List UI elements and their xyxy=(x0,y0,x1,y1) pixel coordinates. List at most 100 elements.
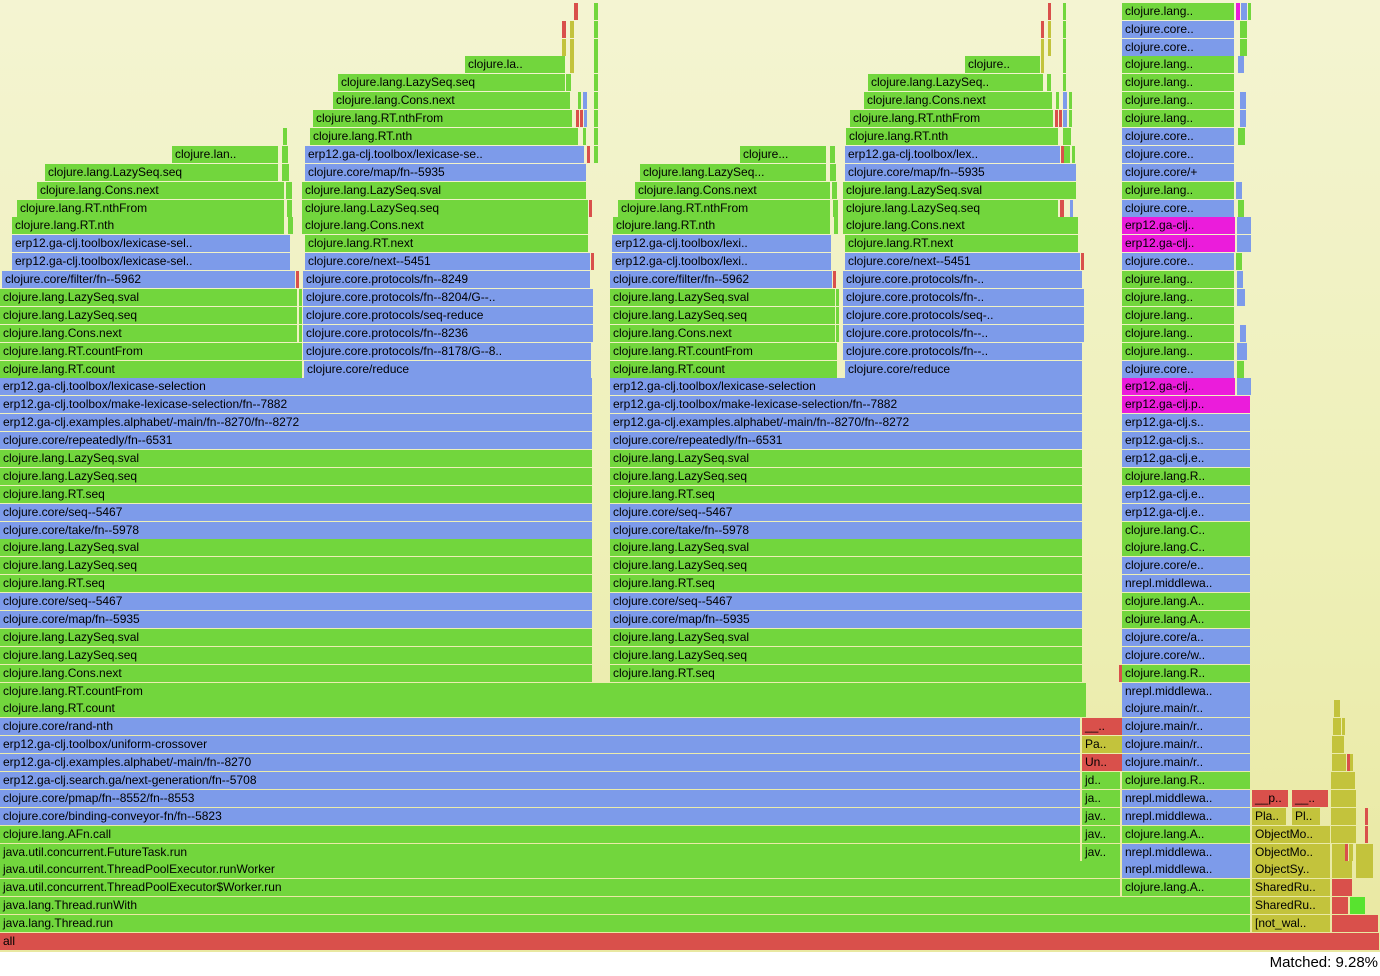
flame-frame[interactable]: erp12.ga-clj.toolbox/lex.. xyxy=(845,146,1060,163)
flame-frame[interactable] xyxy=(1063,21,1066,38)
flame-frame[interactable]: clojure.core.. xyxy=(1122,200,1234,217)
flame-frame[interactable] xyxy=(591,253,594,270)
flame-frame[interactable]: clojure.lang.RT.seq xyxy=(0,486,592,503)
flame-frame[interactable] xyxy=(836,289,839,306)
flame-frame[interactable] xyxy=(1365,826,1368,843)
flame-frame[interactable]: nrepl.middlewa.. xyxy=(1122,790,1250,807)
flame-frame[interactable]: clojure.lang.A.. xyxy=(1122,593,1250,610)
flame-frame[interactable] xyxy=(830,146,835,163)
flame-frame[interactable] xyxy=(1240,92,1246,109)
flame-frame[interactable]: clojure.lang.LazySeq.seq xyxy=(0,647,592,664)
flame-frame[interactable]: erp12.ga-clj.s.. xyxy=(1122,432,1250,449)
flame-frame[interactable]: clojure.lang.RT.count xyxy=(0,700,1086,717)
flame-frame[interactable]: clojure.core/repeatedly/fn--6531 xyxy=(610,432,1082,449)
flame-frame[interactable] xyxy=(1331,790,1356,807)
flame-frame[interactable]: clojure.lan.. xyxy=(172,146,278,163)
flame-frame[interactable] xyxy=(1356,861,1373,878)
flame-frame[interactable]: clojure.core/filter/fn--5962 xyxy=(2,271,295,288)
flame-frame[interactable] xyxy=(282,164,289,181)
flame-frame[interactable] xyxy=(1236,182,1242,199)
flame-frame[interactable] xyxy=(1337,700,1340,717)
flame-frame[interactable]: clojure.lang.LazySeq.sval xyxy=(610,450,1082,467)
flame-frame[interactable]: nrepl.middlewa.. xyxy=(1122,844,1250,861)
flame-frame[interactable]: erp12.ga-clj.toolbox/make-lexicase-selec… xyxy=(0,396,592,413)
flame-frame[interactable]: Pa.. xyxy=(1082,736,1120,753)
flame-frame[interactable] xyxy=(578,92,581,109)
flame-frame[interactable]: erp12.ga-clj.toolbox/lexi.. xyxy=(612,253,831,270)
flame-frame[interactable]: clojure.lang.RT.next xyxy=(845,235,1078,252)
flame-frame[interactable] xyxy=(570,56,574,73)
flame-frame[interactable] xyxy=(1332,879,1352,896)
flame-frame[interactable]: erp12.ga-clj.search.ga/next-generation/f… xyxy=(0,772,1080,789)
flame-frame[interactable]: jav.. xyxy=(1082,808,1120,825)
flame-frame[interactable]: clojure.lang.LazySeq... xyxy=(640,164,826,181)
flame-frame[interactable]: SharedRu.. xyxy=(1252,879,1330,896)
flame-frame[interactable]: erp12.ga-clj.examples.alphabet/-main/fn-… xyxy=(0,414,592,431)
flame-frame[interactable] xyxy=(583,128,586,145)
flame-frame[interactable]: clojure.main/r.. xyxy=(1122,718,1250,735)
flame-frame[interactable]: erp12.ga-clj.toolbox/lexicase-sel.. xyxy=(12,253,290,270)
flame-frame[interactable] xyxy=(1237,289,1245,306)
flame-frame[interactable]: clojure.lang.Cons.next xyxy=(610,325,835,342)
flame-frame[interactable] xyxy=(587,146,590,163)
flame-frame[interactable] xyxy=(1241,3,1247,20)
flame-frame[interactable]: clojure.. xyxy=(965,56,1040,73)
flame-frame[interactable] xyxy=(584,110,587,127)
flame-frame[interactable] xyxy=(1332,915,1378,932)
flame-frame[interactable]: clojure.lang.RT.count xyxy=(610,361,837,378)
flame-frame[interactable]: java.lang.Thread.run xyxy=(0,915,1250,932)
flame-frame[interactable] xyxy=(1237,361,1244,378)
flame-frame[interactable]: clojure.lang.. xyxy=(1122,56,1234,73)
flame-frame[interactable]: clojure.core/rand-nth xyxy=(0,718,1080,735)
flame-frame[interactable]: clojure.lang.LazySeq.seq xyxy=(0,307,297,324)
flame-frame[interactable] xyxy=(299,325,302,342)
flame-frame[interactable]: clojure.lang.R.. xyxy=(1122,468,1250,485)
flame-frame[interactable]: clojure.core.protocols/fn--8178/G--8.. xyxy=(303,343,591,360)
flame-frame[interactable]: clojure.lang.LazySeq.sval xyxy=(610,629,1082,646)
flame-frame[interactable]: clojure.core/w.. xyxy=(1122,647,1250,664)
flame-frame[interactable]: clojure.core.. xyxy=(1122,361,1234,378)
flame-frame[interactable]: clojure.core.. xyxy=(1122,21,1234,38)
flame-frame[interactable] xyxy=(1081,253,1084,270)
flame-frame[interactable] xyxy=(832,182,837,199)
flame-frame[interactable]: clojure.core.protocols/fn--.. xyxy=(843,343,1082,360)
flame-frame[interactable]: clojure.lang.LazySeq.sval xyxy=(610,289,835,306)
flame-frame[interactable] xyxy=(299,307,302,324)
flame-frame[interactable] xyxy=(1238,200,1244,217)
flame-frame[interactable]: clojure.lang.LazySeq.sval xyxy=(610,539,1082,556)
flame-frame[interactable]: erp12.ga-clj.e.. xyxy=(1122,504,1250,521)
flame-frame[interactable] xyxy=(1041,21,1044,38)
flame-frame[interactable]: clojure.lang.Cons.next xyxy=(843,217,1078,234)
flame-frame[interactable] xyxy=(1048,3,1051,20)
flame-frame[interactable]: clojure.lang.A.. xyxy=(1122,879,1250,896)
flame-frame[interactable] xyxy=(299,289,302,306)
flame-frame[interactable] xyxy=(836,307,839,324)
flame-frame[interactable]: erp12.ga-clj.. xyxy=(1122,217,1235,234)
flame-frame[interactable] xyxy=(594,56,598,73)
flame-frame[interactable] xyxy=(594,92,598,109)
flame-frame[interactable]: java.util.concurrent.ThreadPoolExecutor.… xyxy=(0,861,1120,878)
flame-frame[interactable]: clojure.la.. xyxy=(465,56,565,73)
flame-frame[interactable]: clojure.lang.RT.nth xyxy=(310,128,578,145)
flame-frame[interactable]: clojure.core/next--5451 xyxy=(305,253,590,270)
flame-frame[interactable] xyxy=(1048,21,1051,38)
flame-frame[interactable]: clojure.lang.LazySeq.sval xyxy=(302,182,586,199)
flame-frame[interactable]: clojure.core/take/fn--5978 xyxy=(610,522,1082,539)
flame-frame[interactable]: clojure.lang.RT.nthFrom xyxy=(313,110,572,127)
flame-frame[interactable]: Pl.. xyxy=(1292,808,1320,825)
flame-frame[interactable]: erp12.ga-clj.e.. xyxy=(1122,486,1250,503)
flame-frame[interactable]: erp12.ga-clj.toolbox/make-lexicase-selec… xyxy=(610,396,1082,413)
flame-frame[interactable] xyxy=(1350,897,1365,914)
flame-frame[interactable]: clojure... xyxy=(740,146,826,163)
flame-frame[interactable] xyxy=(1063,56,1066,73)
flame-frame[interactable]: java.util.concurrent.ThreadPoolExecutor$… xyxy=(0,879,1120,896)
flame-frame[interactable]: clojure.lang.LazySeq.. xyxy=(868,74,1043,91)
flame-frame[interactable]: clojure.lang.. xyxy=(1122,325,1234,342)
flame-frame[interactable]: clojure.core.protocols/fn-.. xyxy=(843,271,1082,288)
flame-frame[interactable]: jav.. xyxy=(1082,844,1120,861)
flame-frame[interactable]: clojure.lang.LazySeq.sval xyxy=(0,450,592,467)
flame-frame[interactable]: clojure.core.protocols/fn--8249 xyxy=(303,271,590,288)
flame-frame[interactable]: clojure.lang.. xyxy=(1122,307,1234,324)
flame-frame[interactable]: clojure.lang.LazySeq.seq xyxy=(0,557,592,574)
flame-frame[interactable]: erp12.ga-clj.s.. xyxy=(1122,414,1250,431)
